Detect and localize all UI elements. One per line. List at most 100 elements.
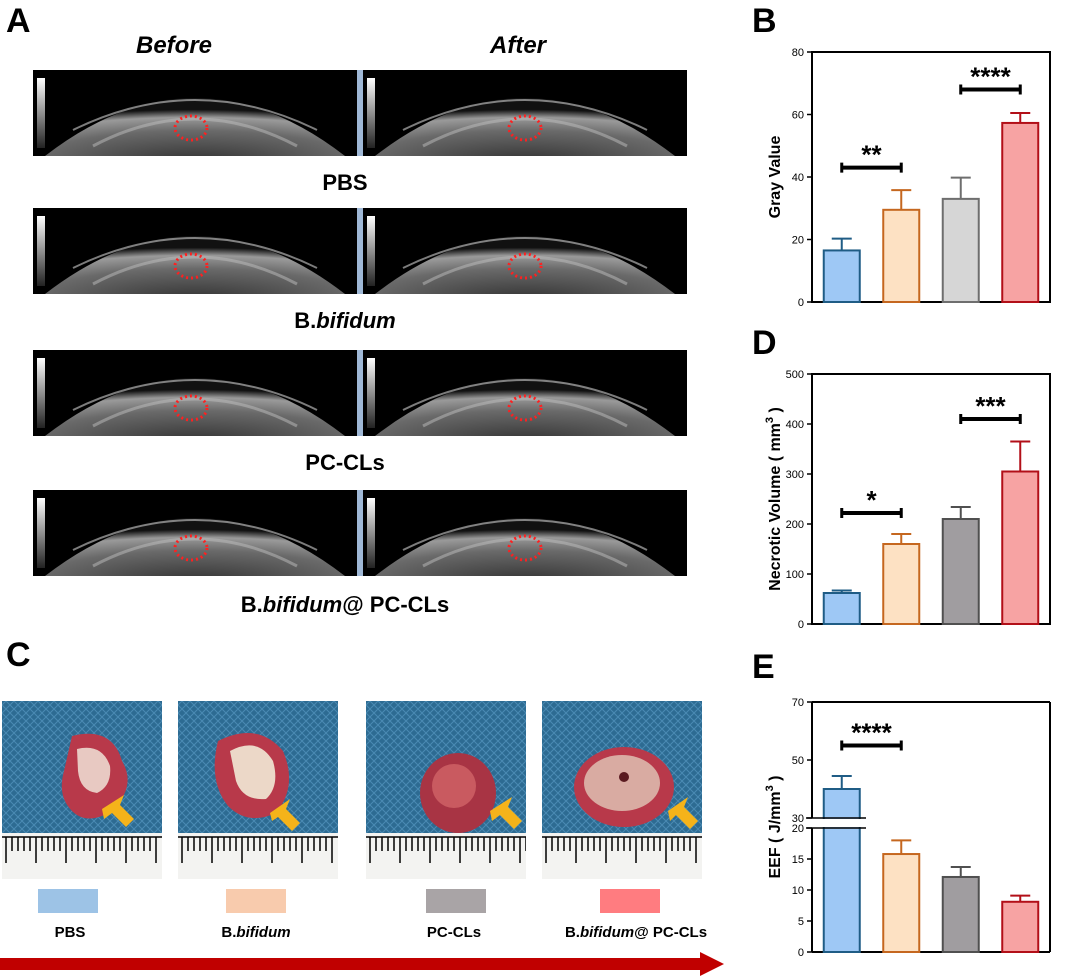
bar	[882, 208, 921, 303]
ultrasound-scan-drawing	[367, 358, 675, 436]
y-tick-label: 70	[792, 697, 804, 709]
tumor-photo-bbifidum-drawing	[178, 701, 338, 879]
bar	[822, 788, 861, 953]
bar	[822, 592, 861, 625]
roi-circle	[173, 252, 209, 280]
arrow-marker-icon	[490, 797, 522, 829]
timeline-arrow	[0, 952, 724, 976]
ultrasound-row-bbifidum-pccls	[33, 490, 691, 610]
y-tick-label: 60	[792, 110, 804, 122]
y-tick-label: 15	[792, 854, 804, 866]
ultrasound-image-after	[363, 70, 687, 156]
panel-b-letter: B	[752, 2, 777, 40]
plot-frame	[811, 373, 1051, 625]
ultrasound-row-bbifidum	[33, 208, 691, 328]
arrow-marker-icon	[102, 795, 134, 827]
image-divider	[357, 490, 363, 576]
bar	[822, 249, 861, 303]
y-tick-label: 80	[792, 47, 804, 59]
ultrasound-image-before	[33, 350, 357, 436]
y-axis-label: Gray Value	[767, 136, 784, 219]
legend-swatch-pccls	[426, 889, 486, 913]
after-column-header: After	[490, 32, 547, 59]
bar	[1001, 900, 1040, 953]
y-tick-label: 5	[798, 916, 804, 928]
ultrasound-scan-drawing	[37, 78, 345, 156]
tumor-photo-pccls-drawing	[366, 701, 526, 879]
bar	[882, 853, 921, 953]
group-label-pccls: PC-CLs	[426, 924, 482, 941]
ultrasound-scan-drawing	[37, 498, 345, 576]
significance-stars: ***	[975, 391, 1006, 421]
group-label-bbifidum: B.bifidum	[221, 924, 291, 941]
bar	[941, 197, 980, 303]
group-label-pbs: PBS	[54, 924, 86, 941]
y-tick-label: 200	[786, 519, 804, 531]
roi-circle	[507, 534, 543, 562]
before-column-header: Before	[136, 32, 213, 59]
panel-d-letter: D	[752, 324, 777, 362]
ultrasound-image-after	[363, 350, 687, 436]
ultrasound-row-pccls	[33, 350, 691, 470]
y-tick-label: 0	[798, 619, 804, 631]
bar	[882, 543, 921, 625]
y-tick-label: 500	[786, 369, 804, 381]
y-tick-label: 100	[786, 569, 804, 581]
bar	[1001, 121, 1040, 303]
axis-break-gap	[806, 819, 866, 827]
bar	[941, 518, 980, 625]
image-divider	[357, 208, 363, 294]
ultrasound-scan-drawing	[367, 78, 675, 156]
chart-eef: 30 50 70 0 5 10 15 20 **** EEF ( J/mm3 )	[764, 697, 1051, 959]
arrow-marker-icon	[270, 799, 300, 831]
y-tick-label: 20	[792, 235, 804, 247]
y-tick-label: 50	[792, 755, 804, 767]
roi-circle	[507, 394, 543, 422]
legend-swatch-bbifidum	[226, 889, 286, 913]
significance-stars: ****	[970, 62, 1011, 92]
panel-c-letter: C	[6, 636, 31, 674]
ultrasound-image-after	[363, 490, 687, 576]
image-divider	[357, 350, 363, 436]
y-tick-label: 400	[786, 419, 804, 431]
roi-circle	[173, 534, 209, 562]
row-label-bbifidum-pccls: B.bifidum@ PC-CLs	[240, 592, 450, 617]
row-label-bbifidum: B.bifidum	[294, 308, 396, 333]
y-axis-label: EEF ( J/mm3 )	[764, 775, 784, 878]
panel-e-letter: E	[752, 648, 775, 686]
row-label-pbs: PBS	[322, 170, 368, 195]
tumor-photo-pbs	[2, 701, 162, 879]
row-label-pccls: PC-CLs	[305, 450, 385, 475]
y-tick-label: 20	[792, 823, 804, 835]
group-label-bbifidum-pccls: B.bifidum@ PC-CLs	[564, 924, 708, 941]
ultrasound-image-before	[33, 208, 357, 294]
roi-circle	[507, 114, 543, 142]
legend-swatch-bbifidum-pccls	[600, 889, 660, 913]
tumor-photo-bbifidum-pccls	[542, 701, 702, 879]
ultrasound-image-after	[363, 208, 687, 294]
image-divider	[357, 70, 363, 156]
significance-stars: **	[861, 140, 882, 170]
significance-stars: *	[866, 485, 877, 515]
ultrasound-scan-drawing	[37, 216, 345, 294]
y-axis-label: Necrotic Volume ( mm3 )	[764, 407, 784, 591]
tumor-photo-pbs-drawing	[2, 701, 162, 879]
ultrasound-row-pbs	[33, 70, 691, 190]
y-tick-label: 10	[792, 885, 804, 897]
roi-circle	[507, 252, 543, 280]
ultrasound-scan-drawing	[367, 216, 675, 294]
bar	[1001, 470, 1040, 625]
tumor-photo-pccls	[366, 701, 526, 879]
panel-a-letter: A	[6, 2, 31, 40]
tumor-photo-bbifidum	[178, 701, 338, 879]
ultrasound-scan-drawing	[367, 498, 675, 576]
significance-stars: ****	[851, 718, 892, 748]
y-tick-label: 40	[792, 172, 804, 184]
bar	[941, 875, 980, 953]
y-tick-label: 0	[798, 947, 804, 959]
ultrasound-scan-drawing	[37, 358, 345, 436]
ultrasound-image-before	[33, 490, 357, 576]
ultrasound-image-before	[33, 70, 357, 156]
